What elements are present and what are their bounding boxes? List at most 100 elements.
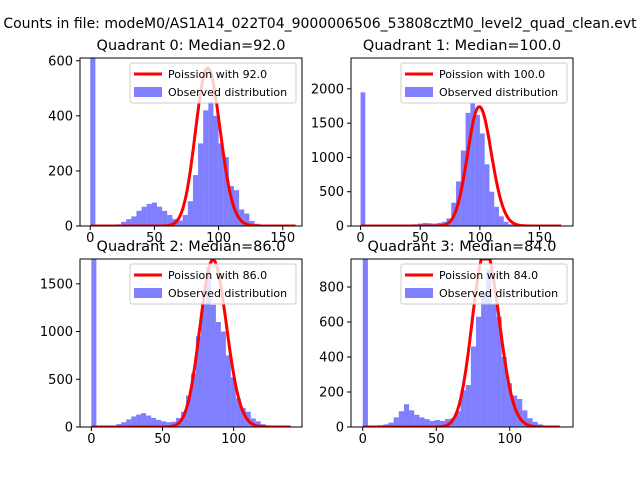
histogram-bar xyxy=(195,336,201,427)
histogram-bar xyxy=(220,331,226,427)
y-tick-label: 0 xyxy=(336,421,344,436)
histogram-bar xyxy=(186,395,191,427)
plot-area xyxy=(362,259,564,427)
plot-area xyxy=(89,58,297,226)
y-tick-label: 600 xyxy=(48,54,73,69)
legend: Poission with 100.0 Observed distribution xyxy=(400,62,568,104)
x-tick-label: 100 xyxy=(467,231,492,246)
histogram-bar xyxy=(388,422,394,427)
histogram-bar xyxy=(191,373,196,427)
histogram-bar xyxy=(517,399,523,427)
histogram-bar xyxy=(141,413,147,427)
x-tick-label: 0 xyxy=(87,432,95,447)
legend-box xyxy=(400,62,568,104)
histogram-bar xyxy=(233,190,240,226)
histogram-bar xyxy=(136,210,142,226)
histogram-bar xyxy=(460,390,466,427)
legend-hist-swatch xyxy=(134,288,162,298)
histogram-bar xyxy=(479,133,485,226)
y-tick-label: 200 xyxy=(319,386,344,401)
x-tick-label: 100 xyxy=(221,432,246,447)
legend-label-observed: Observed distribution xyxy=(439,86,558,99)
histogram-bar xyxy=(192,175,199,226)
histogram-bar xyxy=(532,421,538,427)
histogram-bar xyxy=(156,419,162,427)
panel-title: Quadrant 3: Median=84.0 xyxy=(368,239,557,255)
histogram-bar xyxy=(126,219,132,226)
histogram-bar xyxy=(465,385,471,427)
histogram-bar xyxy=(484,164,490,226)
histogram-bar xyxy=(151,417,157,427)
x-tick-label: 150 xyxy=(527,231,552,246)
legend-label-observed: Observed distribution xyxy=(439,287,558,300)
histogram-bar xyxy=(162,210,168,226)
histogram-bar xyxy=(455,411,461,427)
legend-label-poisson: Poission with 86.0 xyxy=(168,269,267,282)
legend-label-poisson: Poission with 100.0 xyxy=(439,68,545,81)
y-tick-label: 2000 xyxy=(311,82,344,97)
panel-3: 0 50 100 0 200 400 600 800 Quadrant 3: Median=84… xyxy=(319,239,574,447)
histogram-bar xyxy=(126,419,132,427)
histogram-bar xyxy=(203,110,209,226)
panel-title: Quadrant 1: Median=100.0 xyxy=(363,38,561,54)
histogram-bar xyxy=(250,418,256,427)
histogram-bar xyxy=(409,410,415,427)
histogram-bar xyxy=(121,422,127,427)
poisson-line xyxy=(362,259,561,427)
histogram-bar xyxy=(511,395,518,427)
histogram-bar xyxy=(360,92,366,226)
plot-area xyxy=(90,259,292,427)
histogram-bar xyxy=(403,404,410,427)
histogram-bar xyxy=(393,417,399,427)
legend-hist-swatch xyxy=(134,87,162,97)
histogram-bar xyxy=(414,414,420,427)
y-tick-label: 500 xyxy=(319,185,344,200)
histogram-bar xyxy=(239,209,245,226)
histogram-bar xyxy=(508,224,514,226)
y-tick-label: 600 xyxy=(319,316,344,331)
x-tick-label: 0 xyxy=(86,231,94,246)
histogram-bar xyxy=(240,407,246,427)
histogram-bar xyxy=(200,302,206,427)
legend: Poission with 84.0 Observed distribution xyxy=(400,263,568,305)
histogram-bar xyxy=(465,112,471,226)
histogram-bar xyxy=(198,143,204,226)
histogram-bar xyxy=(486,269,492,427)
histogram-bar xyxy=(210,304,216,427)
legend: Poission with 86.0 Observed distribution xyxy=(129,263,297,305)
histogram-bar xyxy=(235,398,241,427)
histogram-bar xyxy=(434,420,440,427)
histogram-bar xyxy=(475,316,482,427)
histogram-bar xyxy=(249,221,255,226)
histogram-bar xyxy=(91,259,97,427)
y-tick-label: 800 xyxy=(319,281,344,296)
y-tick-label: 0 xyxy=(65,220,73,235)
histogram-bar xyxy=(450,418,456,427)
panel-title: Quadrant 0: Median=92.0 xyxy=(97,38,286,54)
y-tick-label: 200 xyxy=(48,164,73,179)
histogram-bar xyxy=(491,304,497,427)
histogram-bar xyxy=(501,357,507,427)
histogram-bar xyxy=(244,213,250,226)
histogram-bar xyxy=(218,143,224,226)
x-tick-label: 50 xyxy=(146,231,163,246)
histogram-bar xyxy=(177,220,183,226)
histogram-bar xyxy=(424,419,430,427)
histogram-bar xyxy=(522,410,528,427)
histogram-bar xyxy=(527,418,533,427)
histogram-bar xyxy=(223,157,229,226)
poisson-line xyxy=(90,259,292,427)
y-tick-label: 1000 xyxy=(311,151,344,166)
histogram-bar xyxy=(121,221,127,226)
histogram-bar xyxy=(151,202,157,226)
histogram-bar xyxy=(496,316,502,427)
y-tick-label: 0 xyxy=(336,220,344,235)
x-tick-label: 50 xyxy=(428,432,445,447)
histogram-bar xyxy=(90,58,96,226)
histogram-bar xyxy=(182,214,188,226)
x-tick-label: 50 xyxy=(412,231,429,246)
legend-hist-swatch xyxy=(405,288,433,298)
legend-label-poisson: Poission with 84.0 xyxy=(439,269,538,282)
histogram-bar xyxy=(225,355,231,427)
